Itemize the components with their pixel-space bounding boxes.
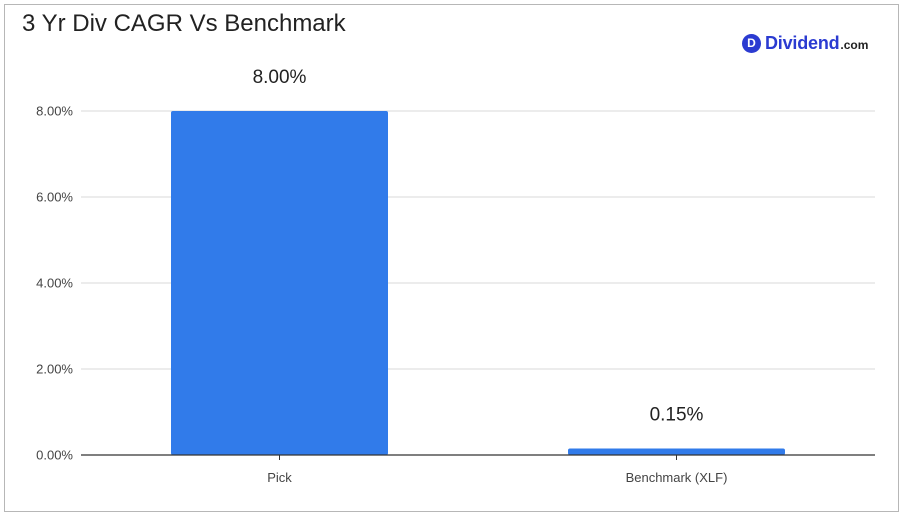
bar <box>568 448 785 455</box>
bars <box>171 111 785 455</box>
y-tick-label: 8.00% <box>36 104 73 119</box>
dividend-logo: D Dividend .com <box>742 32 868 54</box>
x-category-label: Benchmark (XLF) <box>626 470 728 485</box>
y-tick-label: 6.00% <box>36 190 73 205</box>
y-tick-label: 2.00% <box>36 362 73 377</box>
data-label: 0.15% <box>650 405 704 426</box>
y-tick-label: 0.00% <box>36 448 73 463</box>
chart-frame <box>4 4 899 512</box>
y-axis-ticks: 0.00% 2.00% 4.00% 6.00% 8.00% <box>36 104 73 463</box>
x-category-label: Pick <box>267 470 292 485</box>
dividend-logo-icon: D <box>742 33 761 53</box>
data-label: 8.00% <box>253 67 307 88</box>
dividend-logo-tld: .com <box>840 38 869 52</box>
chart-title: 3 Yr Div CAGR Vs Benchmark <box>22 10 346 37</box>
x-axis: Pick Benchmark (XLF) <box>81 454 875 485</box>
y-tick-label: 4.00% <box>36 276 73 291</box>
dividend-logo-name: Dividend <box>765 32 840 53</box>
bar <box>171 111 388 455</box>
data-labels: 8.00% 0.15% <box>253 67 704 426</box>
